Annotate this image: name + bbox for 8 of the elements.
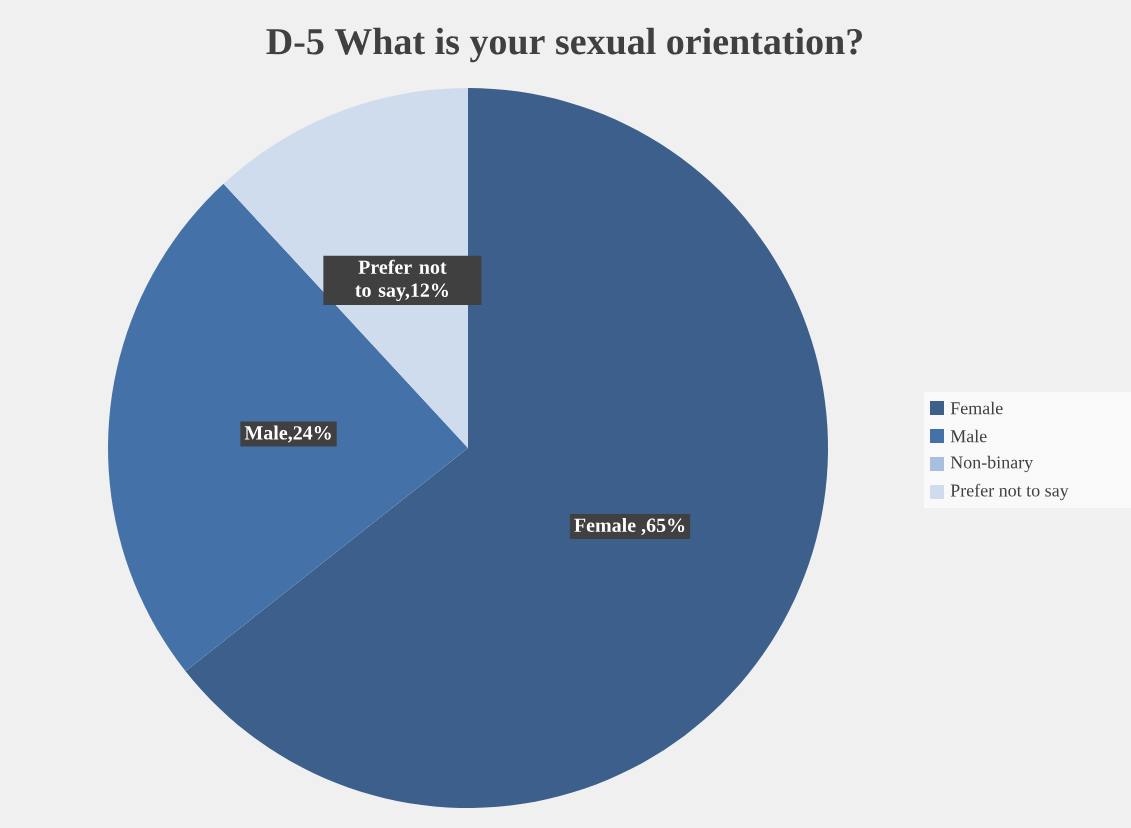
legend-label: Male bbox=[950, 429, 987, 443]
legend-label: Prefer not to say bbox=[950, 483, 1069, 501]
legend-label: Non-binary bbox=[950, 455, 1034, 473]
data-label: Prefer not to say,12% bbox=[355, 259, 448, 302]
chart-title: D-5 What is your sexual orientation? bbox=[266, 27, 862, 63]
legend-label: Female bbox=[950, 401, 1003, 415]
data-label: Female ,65% bbox=[574, 517, 685, 535]
data-label: Male,24% bbox=[244, 425, 331, 443]
